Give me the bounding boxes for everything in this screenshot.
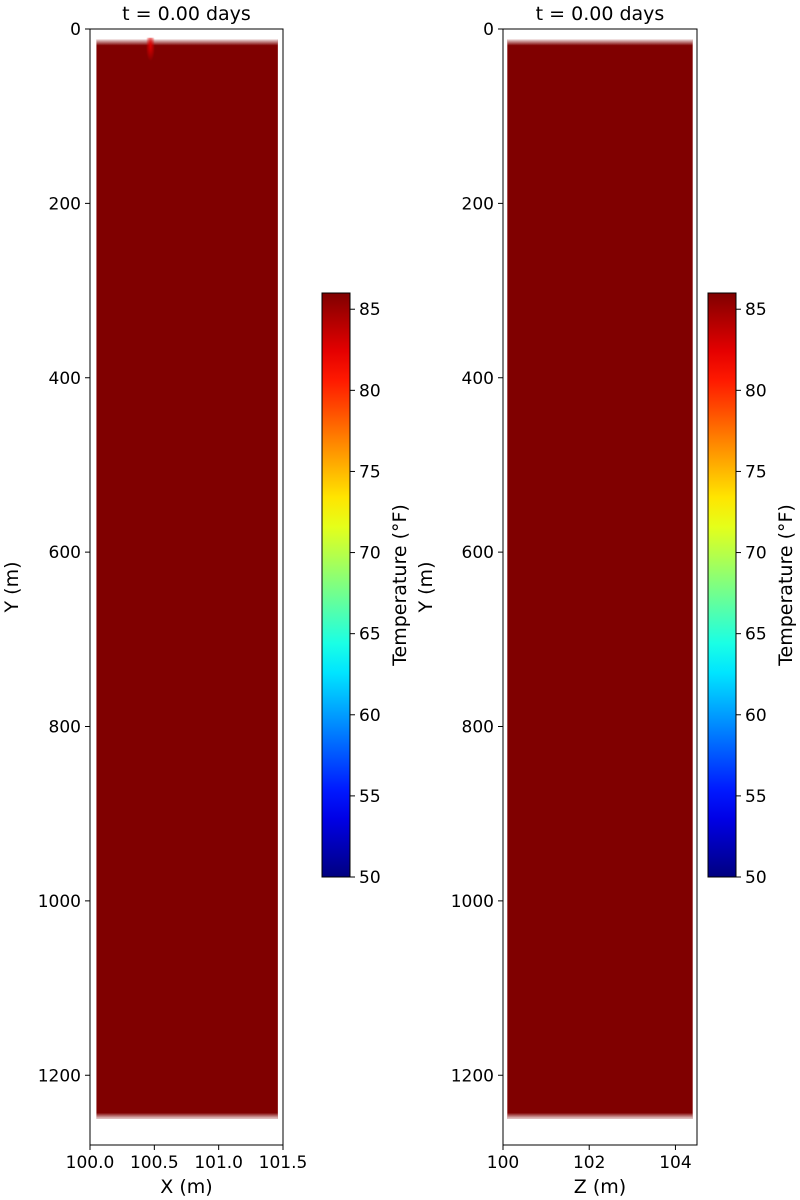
x-tick-label: 100 (487, 1153, 519, 1173)
colorbar-tick-label: 60 (359, 706, 381, 726)
y-tick-label: 800 (49, 718, 81, 738)
temperature-field (96, 39, 278, 1119)
colorbar-tick-label: 60 (745, 706, 767, 726)
colorbar-tick-label: 75 (745, 462, 767, 482)
colorbar-tick-label: 85 (359, 300, 381, 320)
x-tick-label: 104 (659, 1153, 691, 1173)
colorbar-tick-label: 50 (359, 868, 381, 888)
colorbar-tick-label: 65 (359, 625, 381, 645)
colorbar (321, 292, 351, 878)
y-tick-label: 600 (462, 543, 494, 563)
temperature-field (507, 39, 693, 1119)
colorbar-tick-label: 75 (359, 462, 381, 482)
y-tick-label: 600 (49, 543, 81, 563)
y-tick-label: 400 (49, 369, 81, 389)
y-tick-label: 0 (70, 20, 81, 40)
x-tick-label: 101.5 (259, 1153, 308, 1173)
y-tick-label: 400 (462, 369, 494, 389)
field-top-edge (507, 39, 693, 46)
chart-title: t = 0.00 days (536, 3, 665, 25)
y-tick-label: 0 (483, 20, 494, 40)
y-axis-label: Y (m) (1, 562, 23, 614)
field-bottom-edge (96, 1112, 278, 1119)
x-tick-label: 102 (573, 1153, 605, 1173)
colorbar-tick-label: 85 (745, 300, 767, 320)
x-tick-label: 101.0 (194, 1153, 243, 1173)
colorbar-tick-label: 55 (359, 787, 381, 807)
hot-spot (146, 37, 155, 64)
axes-frame (502, 28, 698, 1146)
panel-2: 100 102 104 0 200 400 600 800 1000 1200 t = 0.00 d… (415, 3, 797, 1198)
chart-title: t = 0.00 days (122, 3, 251, 25)
y-axis-label: Y (m) (415, 562, 437, 614)
y-tick-label: 800 (462, 718, 494, 738)
colorbar-tick-label: 55 (745, 787, 767, 807)
x-tick-label: 100.5 (130, 1153, 179, 1173)
y-tick-label: 200 (49, 194, 81, 214)
colorbar (707, 292, 737, 878)
colorbar-label: Temperature (°F) (389, 504, 411, 667)
x-axis-label: Z (m) (574, 1176, 626, 1198)
colorbar-tick-label: 70 (359, 544, 381, 564)
colorbar-tick-label: 80 (359, 381, 381, 401)
y-tick-label: 1200 (451, 1066, 494, 1086)
x-tick-label: 100.0 (66, 1153, 115, 1173)
colorbar-tick-label: 50 (745, 868, 767, 888)
y-tick-label: 1200 (38, 1066, 81, 1086)
field-top-edge (96, 39, 278, 46)
x-axis-label: X (m) (160, 1176, 212, 1198)
colorbar-tick-label: 65 (745, 625, 767, 645)
panel-1: 100.0 100.5 101.0 101.5 0 200 400 600 800 1000 120… (1, 3, 411, 1198)
y-tick-label: 1000 (451, 892, 494, 912)
colorbar-tick-label: 80 (745, 381, 767, 401)
colorbar-label: Temperature (°F) (775, 504, 797, 667)
axes-frame (89, 28, 284, 1146)
y-tick-label: 1000 (38, 892, 81, 912)
y-tick-label: 200 (462, 194, 494, 214)
field-bottom-edge (507, 1112, 693, 1119)
colorbar-tick-label: 70 (745, 544, 767, 564)
